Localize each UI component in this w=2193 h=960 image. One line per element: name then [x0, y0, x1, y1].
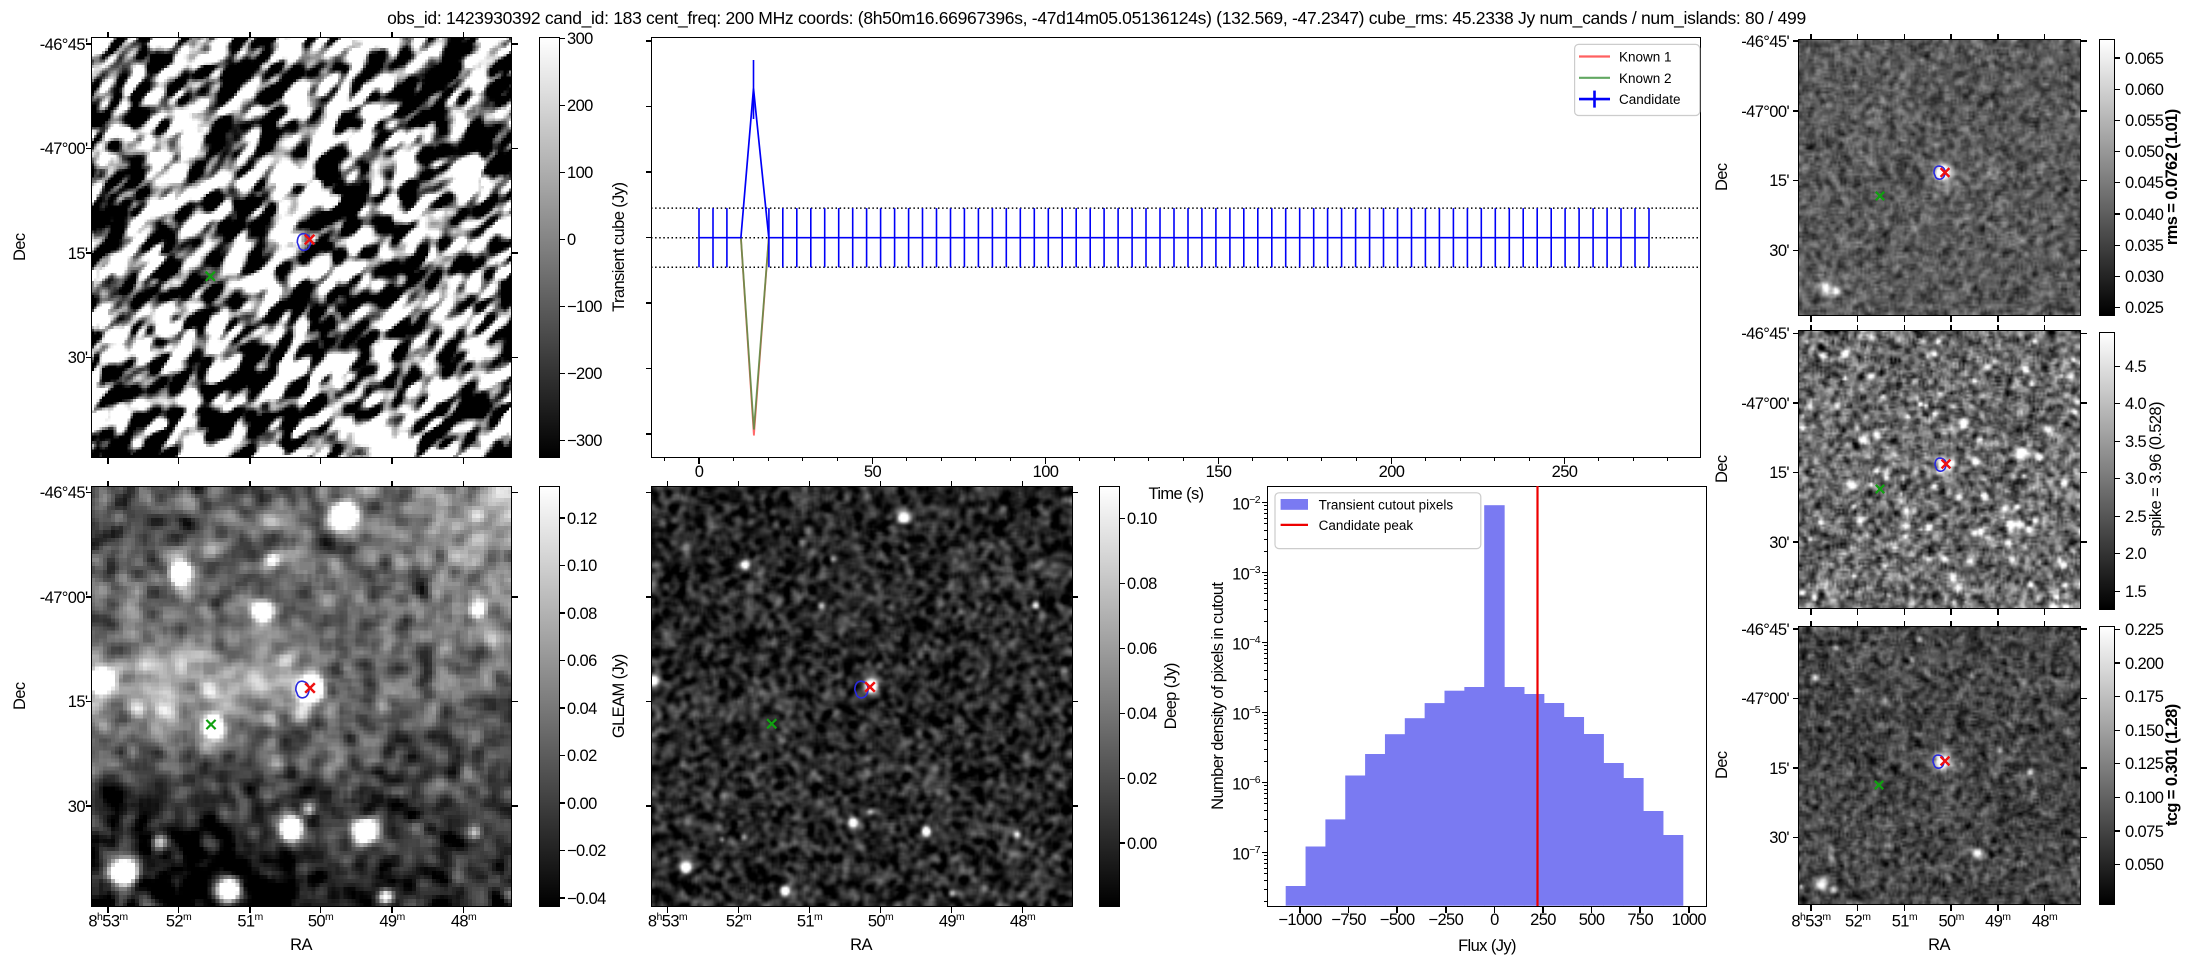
svg-text:Candidate peak: Candidate peak: [1319, 518, 1414, 533]
svg-text:Known 1: Known 1: [1619, 50, 1672, 65]
svg-text:Transient cutout pixels: Transient cutout pixels: [1319, 498, 1454, 513]
svg-text:Candidate: Candidate: [1619, 92, 1681, 107]
svg-text:Known 2: Known 2: [1619, 71, 1672, 86]
